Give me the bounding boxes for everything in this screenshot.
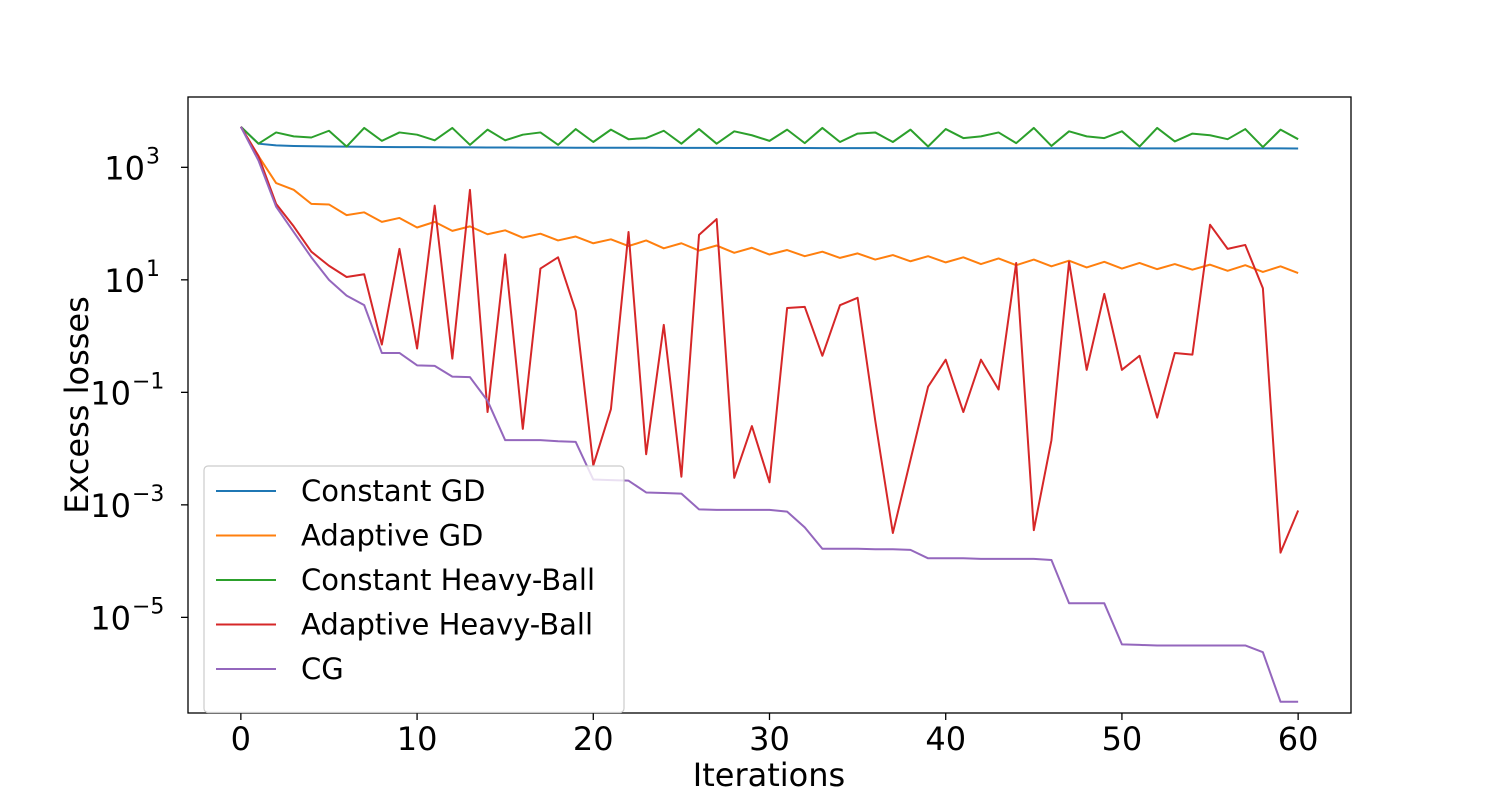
y-tick-label-exponent: 1 (146, 257, 160, 282)
y-tick-label: 10 1 (104, 257, 160, 300)
y-tick-label-base: 10 (104, 262, 145, 300)
legend-item: Constant GD (216, 474, 485, 508)
series-line-adaptive-heavy-ball (240, 126, 1300, 554)
legend-box (203, 465, 625, 714)
y-tick-label-exponent: 3 (146, 144, 160, 169)
legend-label: Adaptive GD (301, 519, 483, 553)
axes-frame (187, 96, 1352, 714)
series-line-constant-gd (240, 126, 1299, 150)
legend-item: CG (216, 652, 344, 686)
y-tick-label-exponent: −1 (132, 369, 164, 394)
y-tick-label-base: 10 (104, 149, 145, 187)
x-tick-label: 0 (231, 720, 251, 758)
legend-label: CG (301, 652, 344, 686)
x-axis: 0 10 20 30 40 50 60 (231, 713, 1319, 758)
legend-item: Constant Heavy-Ball (216, 563, 595, 597)
series-layer (239, 126, 1300, 703)
legend-label: Adaptive Heavy-Ball (301, 608, 593, 642)
x-tick-label: 30 (749, 720, 790, 758)
legend: Constant GD Adaptive GD Constant Heavy-Bal… (203, 465, 625, 714)
legend-item: Adaptive Heavy-Ball (216, 608, 593, 642)
y-tick-label-exponent: −3 (132, 482, 164, 507)
x-tick-label: 60 (1278, 720, 1319, 758)
legend-label: Constant GD (301, 474, 485, 508)
y-tick-label-exponent: −5 (132, 594, 164, 619)
legend-item: Adaptive GD (216, 519, 483, 553)
x-tick-label: 20 (573, 720, 614, 758)
legend-label: Constant Heavy-Ball (301, 563, 595, 597)
x-tick-label: 10 (397, 720, 438, 758)
series-line-cg (239, 126, 1299, 703)
y-tick-label: 10 −3 (90, 482, 164, 525)
y-tick-label: 10 −1 (90, 369, 164, 412)
series-line-adaptive-gd (240, 126, 1299, 275)
y-tick-label-base: 10 (90, 487, 131, 525)
x-tick-label: 40 (925, 720, 966, 758)
y-tick-label-base: 10 (90, 374, 131, 412)
y-tick-label: 10 3 (104, 144, 160, 187)
y-tick-label: 10 −5 (90, 594, 164, 637)
y-axis-label: Excess losses (58, 296, 96, 514)
x-tick-label: 50 (1102, 720, 1143, 758)
y-tick-label-base: 10 (90, 599, 131, 637)
x-axis-label: Iterations (693, 756, 845, 794)
series-line-constant-heavy-ball (240, 126, 1299, 149)
